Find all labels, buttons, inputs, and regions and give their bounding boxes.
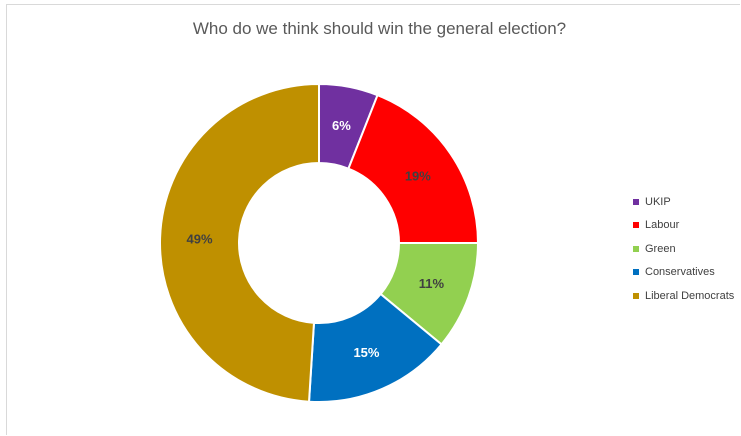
slice-liberal-democrats <box>159 82 320 403</box>
donut-slices <box>159 82 480 403</box>
chart-legend: UKIP Labour Green Conservatives Liberal Demo… <box>633 190 734 308</box>
legend-label-liberal-democrats: Liberal Democrats <box>645 289 735 302</box>
legend-item-green: Green <box>633 237 734 261</box>
legend-item-labour: Labour <box>633 214 734 238</box>
data-labels: 6% 19% 11% 15% 49% <box>187 118 445 360</box>
legend-item-ukip: UKIP <box>633 190 734 214</box>
data-label-green: 11% <box>419 276 445 291</box>
data-label-conservatives: 15% <box>353 345 379 360</box>
slice-labour <box>347 93 480 244</box>
chart-title: Who do we think should win the general e… <box>192 19 567 38</box>
legend-swatch-conservatives <box>633 269 639 276</box>
legend-swatch-ukip <box>633 198 639 205</box>
data-label-labour: 19% <box>405 168 431 183</box>
data-label-ukip: 6% <box>332 118 351 133</box>
legend-label-conservatives: Conservatives <box>645 266 715 279</box>
chart-frame <box>6 4 740 435</box>
legend-swatch-liberal-democrats <box>633 292 639 299</box>
legend-label-labour: Labour <box>645 219 680 232</box>
legend-label-green: Green <box>645 242 676 255</box>
legend-swatch-green <box>633 245 639 252</box>
legend-swatch-labour <box>633 222 639 229</box>
legend-item-conservatives: Conservatives <box>633 261 734 285</box>
legend-item-liberal-democrats: Liberal Democrats <box>633 284 734 308</box>
legend-label-ukip: UKIP <box>645 195 671 208</box>
data-label-liberal-democrats: 49% <box>187 232 213 247</box>
